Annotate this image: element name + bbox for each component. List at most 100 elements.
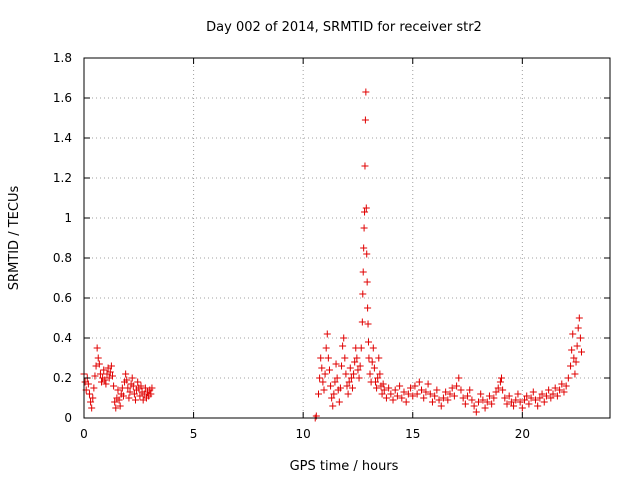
data-point <box>366 370 374 378</box>
data-point <box>575 314 583 322</box>
data-point <box>485 392 493 400</box>
data-point <box>570 354 578 362</box>
data-point <box>560 388 568 396</box>
data-point <box>324 354 332 362</box>
data-point <box>340 334 348 342</box>
data-point <box>356 362 364 370</box>
data-point <box>404 390 412 398</box>
data-point <box>420 394 428 402</box>
data-point <box>415 378 423 386</box>
data-point <box>398 394 406 402</box>
data-point <box>336 384 344 392</box>
data-point <box>503 400 511 408</box>
data-point <box>317 354 325 362</box>
data-point <box>328 394 336 402</box>
data-point <box>134 378 142 386</box>
data-point <box>124 384 132 392</box>
data-point <box>363 278 371 286</box>
data-point <box>448 384 456 392</box>
data-point <box>341 354 349 362</box>
axis-ticks: 0 0.2 0.4 0.6 0.8 1 1.2 1.4 1.6 1.8 0 5 10 15 20 <box>53 51 610 441</box>
data-point <box>362 88 370 96</box>
data-point <box>369 344 377 352</box>
data-point <box>87 398 95 406</box>
data-point <box>568 346 576 354</box>
data-point <box>499 386 507 394</box>
data-point <box>348 384 356 392</box>
data-point <box>355 374 363 382</box>
data-point <box>102 380 110 388</box>
data-point <box>498 374 506 382</box>
data-point <box>94 354 102 362</box>
data-point <box>516 398 524 406</box>
data-point <box>479 396 487 404</box>
data-point <box>545 386 553 394</box>
data-point <box>536 394 544 402</box>
data-point <box>361 162 369 170</box>
data-point <box>481 404 489 412</box>
data-point <box>505 392 513 400</box>
x-tick-label: 5 <box>190 427 198 441</box>
data-point <box>518 404 526 412</box>
data-point <box>325 366 333 374</box>
data-point <box>573 342 581 350</box>
data-point <box>574 324 582 332</box>
data-point <box>562 382 570 390</box>
grid-layer <box>84 58 610 418</box>
data-point <box>391 386 399 394</box>
data-point <box>549 390 557 398</box>
data-point <box>439 394 447 402</box>
data-point <box>141 384 149 392</box>
data-point <box>107 362 115 370</box>
data-point <box>470 402 478 410</box>
data-point <box>89 394 97 402</box>
data-point <box>435 396 443 404</box>
data-point <box>387 390 395 398</box>
data-point <box>342 370 350 378</box>
data-point <box>422 388 430 396</box>
data-point <box>428 398 436 406</box>
data-point <box>331 378 339 386</box>
data-point <box>402 398 410 406</box>
data-point <box>578 348 586 356</box>
data-point <box>409 392 417 400</box>
data-point <box>365 354 373 362</box>
data-point <box>364 320 372 328</box>
y-tick-label: 1.6 <box>53 91 72 105</box>
data-point <box>106 368 114 376</box>
data-point <box>359 268 367 276</box>
data-point <box>364 338 372 346</box>
data-point <box>130 390 138 398</box>
data-point <box>321 370 329 378</box>
data-point <box>88 404 96 412</box>
data-point <box>335 398 343 406</box>
data-point <box>116 402 124 410</box>
data-point <box>488 400 496 408</box>
data-point <box>353 354 361 362</box>
data-point <box>551 384 559 392</box>
data-point <box>501 394 509 402</box>
data-point <box>316 374 324 382</box>
data-point <box>433 386 441 394</box>
data-point <box>538 390 546 398</box>
data-point <box>576 334 584 342</box>
data-point <box>556 386 564 394</box>
data-point <box>431 392 439 400</box>
data-point <box>426 390 434 398</box>
data-point <box>333 374 341 382</box>
x-tick-label: 0 <box>80 427 88 441</box>
data-point <box>93 344 101 352</box>
data-point <box>496 378 504 386</box>
data-point <box>378 390 386 398</box>
data-point <box>569 330 577 338</box>
data-point <box>332 360 340 368</box>
data-point <box>361 208 369 216</box>
data-point <box>100 366 108 374</box>
data-point <box>370 364 378 372</box>
data-point <box>126 388 134 396</box>
data-point <box>320 386 328 394</box>
data-point <box>571 370 579 378</box>
y-tick-label: 0.2 <box>53 371 72 385</box>
